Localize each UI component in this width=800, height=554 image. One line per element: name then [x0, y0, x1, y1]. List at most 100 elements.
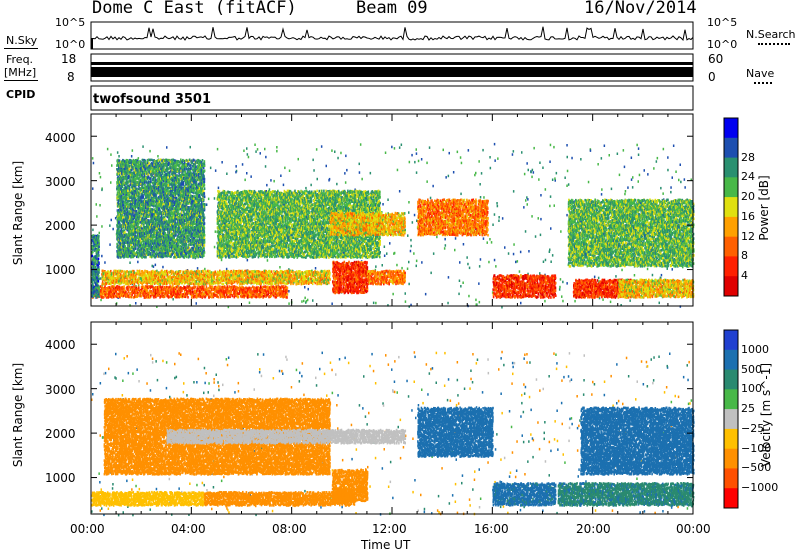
power-region-cell	[180, 291, 182, 294]
power-region-cell	[225, 295, 228, 298]
power-noise-cell	[632, 176, 634, 179]
power-noise-cell	[104, 261, 106, 264]
power-noise-cell	[115, 233, 118, 236]
power-region-cell	[139, 288, 142, 292]
power-region-cell	[182, 287, 184, 290]
power-region-cell	[214, 270, 217, 274]
power-region-cell	[121, 269, 124, 273]
power-noise-cell	[410, 303, 412, 307]
power-region-cell	[135, 287, 138, 291]
power-noise-cell	[156, 305, 158, 308]
power-region-cell	[136, 289, 138, 293]
power-noise-cell	[566, 282, 568, 285]
power-noise-cell	[111, 164, 113, 167]
power-noise-cell	[548, 250, 551, 253]
power-noise-cell	[256, 148, 259, 151]
power-noise-cell	[454, 248, 456, 252]
power-region-cell	[169, 291, 171, 294]
power-noise-cell	[98, 231, 100, 235]
power-region-cell	[390, 274, 392, 277]
power-noise-cell	[498, 219, 500, 222]
power-noise-cell	[98, 172, 101, 175]
power-noise-cell	[416, 219, 418, 222]
power-noise-cell	[391, 145, 393, 149]
power-noise-cell	[627, 186, 629, 189]
power-noise-cell	[131, 149, 134, 152]
power-region-cell	[134, 293, 136, 296]
power-noise-cell	[580, 158, 582, 161]
power-region-cell	[286, 286, 289, 290]
power-region-cell	[107, 296, 110, 299]
power-noise-cell	[396, 263, 398, 267]
power-noise-cell	[600, 193, 603, 196]
power-noise-cell	[531, 168, 534, 172]
power-noise-cell	[566, 184, 568, 187]
power-region-cell	[204, 292, 206, 296]
power-noise-cell	[129, 261, 131, 264]
power-region-cell	[113, 291, 116, 295]
power-noise-cell	[475, 171, 477, 175]
power-noise-cell	[303, 299, 305, 303]
power-region-cell	[116, 285, 119, 288]
power-noise-cell	[589, 149, 592, 152]
xtick-1: 04:00	[171, 522, 206, 536]
power-noise-cell	[482, 148, 484, 152]
power-noise-cell	[411, 221, 414, 224]
power-noise-cell	[633, 274, 636, 277]
power-noise-cell	[560, 230, 562, 233]
power-noise-cell	[574, 299, 576, 303]
power-region-cell	[338, 262, 340, 265]
nave-label: Nave	[746, 67, 774, 80]
power-noise-cell	[259, 152, 261, 155]
power-noise-cell	[501, 217, 504, 220]
power-noise-cell	[479, 196, 482, 199]
power-noise-cell	[432, 252, 435, 255]
power-noise-cell	[408, 211, 410, 214]
freq-tick-high: 18	[61, 52, 76, 66]
power-region-cell	[123, 285, 125, 288]
power-noise-cell	[243, 149, 245, 152]
power-noise-cell	[334, 150, 336, 153]
power-noise-cell	[383, 254, 386, 257]
power-noise-cell	[101, 225, 103, 228]
power-noise-cell	[601, 188, 603, 191]
power-region-cell	[146, 289, 149, 292]
power-noise-cell	[404, 300, 407, 303]
power-region-cell	[182, 293, 185, 297]
power-noise-cell	[346, 168, 348, 172]
power-noise-cell	[344, 172, 346, 175]
power-region-cell	[348, 260, 350, 264]
power-noise-cell	[637, 153, 640, 156]
power-noise-cell	[480, 172, 483, 175]
power-noise-cell	[620, 304, 622, 307]
power-noise-cell	[501, 306, 503, 309]
power-noise-cell	[624, 190, 627, 193]
power-noise-cell	[404, 292, 406, 295]
power-region-cell	[333, 273, 336, 277]
power-noise-cell	[205, 203, 208, 206]
power-region-cell	[201, 285, 204, 288]
nsearch-label: N.Search	[746, 28, 796, 41]
power-region-cell	[313, 279, 316, 282]
power-noise-cell	[531, 215, 533, 218]
power-noise-cell	[479, 183, 481, 186]
power-region-cell	[155, 286, 158, 289]
power-noise-cell	[629, 299, 631, 302]
power-region-cell	[148, 295, 150, 299]
power-region-cell	[137, 288, 140, 291]
nsearch-tick-low: 10^0	[707, 38, 737, 51]
power-noise-cell	[152, 265, 155, 268]
power-noise-cell	[610, 187, 613, 191]
power-region-cell	[161, 285, 164, 289]
power-region-cell	[194, 291, 197, 294]
power-noise-cell	[359, 143, 362, 146]
power-noise-cell	[340, 151, 342, 155]
velocity-colorbar-tick: 500	[741, 363, 762, 376]
velocity-colorbar-tick: −1000	[741, 481, 778, 494]
power-noise-cell	[137, 260, 139, 264]
power-noise-cell	[534, 235, 537, 238]
power-noise-cell	[312, 299, 314, 302]
power-region-cell	[139, 290, 142, 293]
velocity-colorbar-tick: −25	[741, 422, 764, 435]
